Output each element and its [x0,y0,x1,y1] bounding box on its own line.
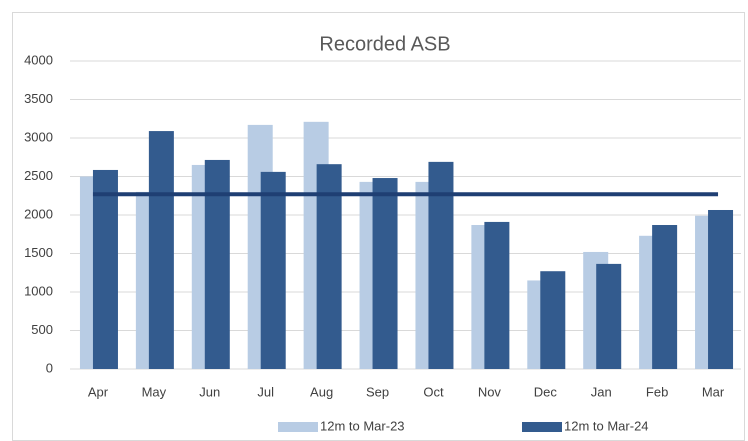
y-tick-label: 4000 [24,52,53,67]
bar [428,161,454,369]
y-tick-label: 500 [31,322,53,337]
x-tick-label: Jan [591,384,612,399]
bar [260,171,286,369]
x-tick-label: Sep [366,384,389,399]
chart-title: Recorded ASB [319,33,450,55]
bar [372,178,398,369]
x-tick-label: Oct [423,384,444,399]
y-tick-label: 2000 [24,206,53,221]
x-tick-label: Jun [199,384,220,399]
legend-label: 12m to Mar-24 [564,418,649,433]
x-tick-label: May [142,384,167,399]
x-tick-label: Feb [646,384,668,399]
y-tick-label: 2500 [24,168,53,183]
x-tick-label: Nov [478,384,502,399]
legend-label: 12m to Mar-23 [320,418,405,433]
x-tick-label: Mar [702,384,725,399]
x-tick-label: Jul [257,384,274,399]
bar [484,221,510,369]
bar [652,225,678,369]
bar [92,169,118,369]
bar [540,271,566,369]
x-tick-label: Aug [310,384,333,399]
y-tick-label: 1000 [24,283,53,298]
bar [204,159,230,369]
legend-swatch [522,422,562,432]
y-tick-label: 3000 [24,129,53,144]
y-tick-label: 0 [46,360,53,375]
legend-swatch [278,422,318,432]
x-tick-label: Dec [534,384,558,399]
bar [708,209,734,369]
y-tick-label: 3500 [24,91,53,106]
x-tick-label: Apr [88,384,109,399]
bar [316,164,342,369]
bar [596,263,622,369]
y-tick-label: 1500 [24,245,53,260]
bar [148,131,174,369]
